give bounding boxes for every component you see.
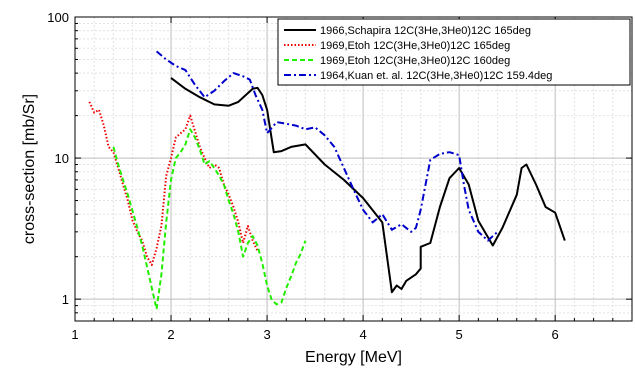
series-line-1: [170, 77, 566, 294]
x-tick-label: 1: [71, 327, 78, 342]
x-tick-label: 3: [263, 327, 270, 342]
y-tick-label: 100: [47, 10, 69, 25]
legend-label-1: 1966,Schapira 12C(3He,3He0)12C 165deg: [320, 25, 531, 37]
legend-label-4: 1964,Kuan et. al. 12C(3He,3He0)12C 159.4…: [320, 70, 552, 82]
x-tick-label: 2: [167, 327, 174, 342]
x-tick-label: 6: [552, 327, 559, 342]
legend: 1966,Schapira 12C(3He,3He0)12C 165deg 196…: [277, 18, 631, 86]
x-axis-title: Energy [MeV]: [305, 349, 402, 366]
ticks: 1 2 3 4 5 6 1 10 100: [47, 10, 633, 342]
legend-box: [277, 18, 631, 86]
series-line-3: [112, 128, 307, 311]
x-tick-label: 5: [456, 327, 463, 342]
y-tick-label: 10: [55, 151, 69, 166]
series-line-2: [88, 101, 259, 266]
plot-frame: [74, 16, 633, 322]
series-line-4: [155, 50, 499, 242]
y-tick-label: 1: [62, 292, 69, 307]
series-layer: [88, 50, 566, 311]
legend-label-2: 1969,Etoh 12C(3He,3He0)12C 165deg: [320, 40, 510, 52]
x-tick-label: 4: [359, 327, 366, 342]
legend-label-3: 1969,Etoh 12C(3He,3He0)12C 160deg: [320, 55, 510, 67]
y-axis-title: cross-section [mb/Sr]: [21, 94, 38, 244]
